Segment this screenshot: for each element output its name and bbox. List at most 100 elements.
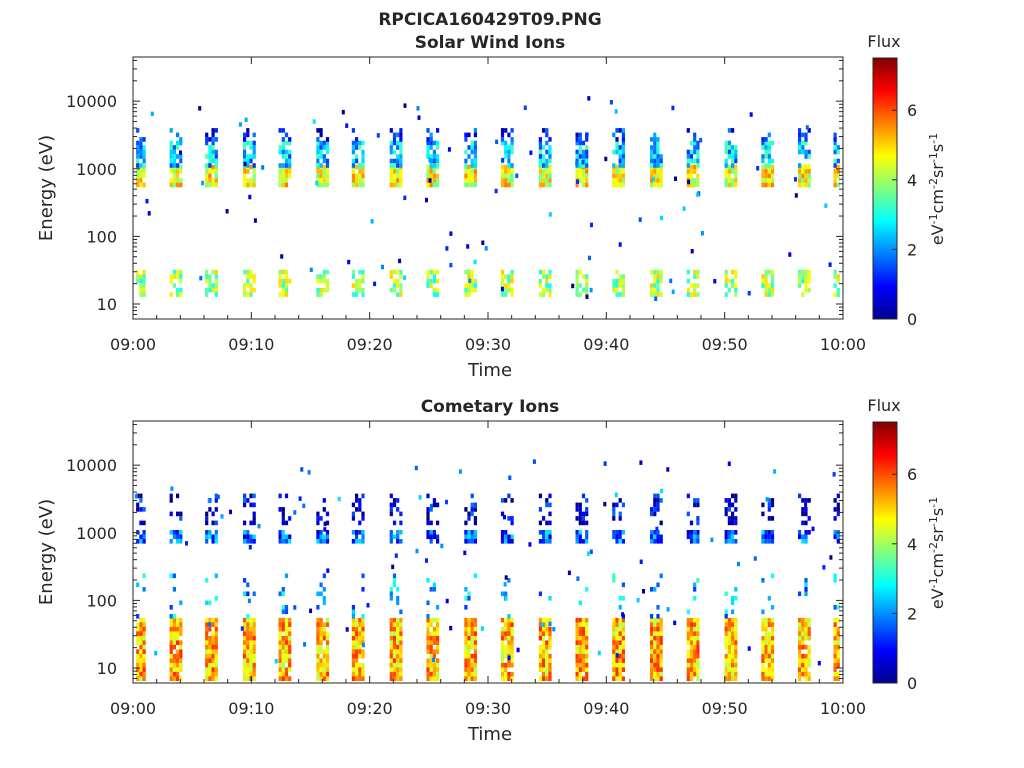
colorbar-tick-label: 4: [907, 535, 917, 554]
heatmap-cell: [653, 530, 657, 535]
heatmap-cell: [278, 631, 282, 636]
heatmap-cell: [659, 520, 663, 526]
heatmap-cell: [136, 502, 140, 508]
heatmap-cell: [659, 178, 663, 183]
heatmap-cell: [355, 671, 359, 677]
heatmap-cell: [399, 520, 403, 526]
heatmap-cell: [142, 154, 146, 159]
heatmap-cell: [548, 137, 552, 142]
heatmap-cell: [764, 137, 768, 142]
heatmap-cell: [833, 662, 837, 668]
heatmap-cell: [243, 662, 247, 668]
heatmap-cell: [243, 132, 247, 138]
heatmap-cell: [612, 667, 616, 672]
heatmap-cell: [693, 287, 697, 293]
heatmap-cell: [281, 169, 285, 174]
heatmap-cell: [507, 539, 511, 544]
heatmap-cell: [278, 149, 282, 155]
heatmap-cell: [686, 530, 690, 535]
heatmap-cell: [545, 274, 549, 279]
heatmap-cell: [284, 534, 289, 540]
heatmap-cell: [355, 507, 359, 512]
heatmap-cell: [686, 128, 690, 133]
heatmap-cell: [139, 653, 143, 659]
heatmap-cell: [659, 534, 663, 540]
heatmap-cell: [288, 658, 292, 663]
heatmap-cell: [615, 169, 619, 174]
heatmap-cell: [432, 667, 436, 672]
heatmap-cell: [636, 598, 640, 603]
heatmap-cell: [252, 274, 256, 279]
heatmap-cell: [464, 622, 468, 627]
heatmap-cell: [322, 667, 326, 672]
heatmap-cell: [659, 662, 663, 668]
heatmap-cell: [205, 530, 209, 535]
heatmap-cell: [693, 658, 697, 663]
heatmap-cell: [770, 644, 775, 650]
heatmap-cell: [575, 539, 579, 544]
heatmap-cell: [136, 649, 140, 654]
heatmap-cell: [172, 178, 176, 183]
heatmap-cell: [510, 658, 514, 663]
heatmap-cell: [208, 667, 212, 672]
heatmap-cell: [767, 502, 771, 508]
heatmap-cell: [693, 631, 697, 636]
heatmap-cell: [656, 274, 660, 279]
heatmap-cell: [801, 498, 805, 503]
heatmap-cell: [325, 169, 330, 174]
heatmap-cell: [612, 149, 616, 155]
heatmap-cell: [389, 149, 393, 155]
heatmap-cell: [358, 644, 362, 650]
heatmap-cell: [500, 530, 505, 535]
y-axis-label: Energy (eV): [36, 135, 57, 241]
heatmap-cell: [473, 503, 477, 509]
heatmap-cell: [618, 653, 622, 659]
heatmap-cell: [136, 622, 140, 627]
heatmap-cell: [211, 287, 215, 293]
heatmap-cell: [134, 494, 138, 499]
heatmap-cell: [731, 516, 735, 521]
heatmap-cell: [510, 292, 514, 297]
heatmap-cell: [590, 222, 593, 228]
heatmap-cell: [734, 173, 738, 179]
heatmap-cell: [761, 145, 765, 150]
heatmap-cell: [252, 154, 256, 159]
heatmap-cell: [575, 640, 579, 645]
heatmap-cell: [659, 644, 663, 650]
heatmap-cell: [734, 292, 738, 297]
heatmap-cell: [538, 653, 542, 659]
heatmap-cell: [807, 516, 811, 521]
heatmap-cell: [618, 173, 622, 179]
heatmap-cell: [727, 154, 731, 159]
heatmap-cell: [689, 182, 694, 188]
heatmap-cell: [281, 609, 285, 615]
heatmap-cell: [316, 617, 320, 623]
heatmap-cell: [585, 163, 589, 168]
heatmap-cell: [205, 516, 209, 521]
heatmap-cell: [389, 635, 393, 641]
heatmap-cell: [315, 180, 319, 186]
x-tick-label: 10:00: [820, 699, 866, 718]
heatmap-cell: [581, 169, 586, 174]
heatmap-cell: [581, 635, 586, 641]
heatmap-cell: [801, 292, 805, 297]
heatmap-cell: [392, 582, 397, 588]
heatmap-cell: [832, 472, 836, 477]
heatmap-cell: [179, 169, 183, 174]
heatmap-cell: [578, 649, 582, 654]
heatmap-cell: [426, 631, 430, 636]
heatmap-cell: [464, 631, 468, 636]
heatmap-cell: [734, 662, 738, 668]
heatmap-cell: [767, 163, 771, 168]
heatmap-cell: [653, 493, 657, 499]
heatmap-cell: [659, 676, 663, 681]
heatmap-cell: [500, 591, 505, 597]
heatmap-cell: [351, 631, 355, 636]
heatmap-cell: [770, 617, 775, 623]
heatmap-cell: [473, 676, 477, 681]
heatmap-cell: [724, 631, 728, 636]
heatmap-cell: [724, 614, 728, 619]
heatmap-cell: [281, 617, 285, 623]
heatmap-cell: [252, 163, 256, 168]
